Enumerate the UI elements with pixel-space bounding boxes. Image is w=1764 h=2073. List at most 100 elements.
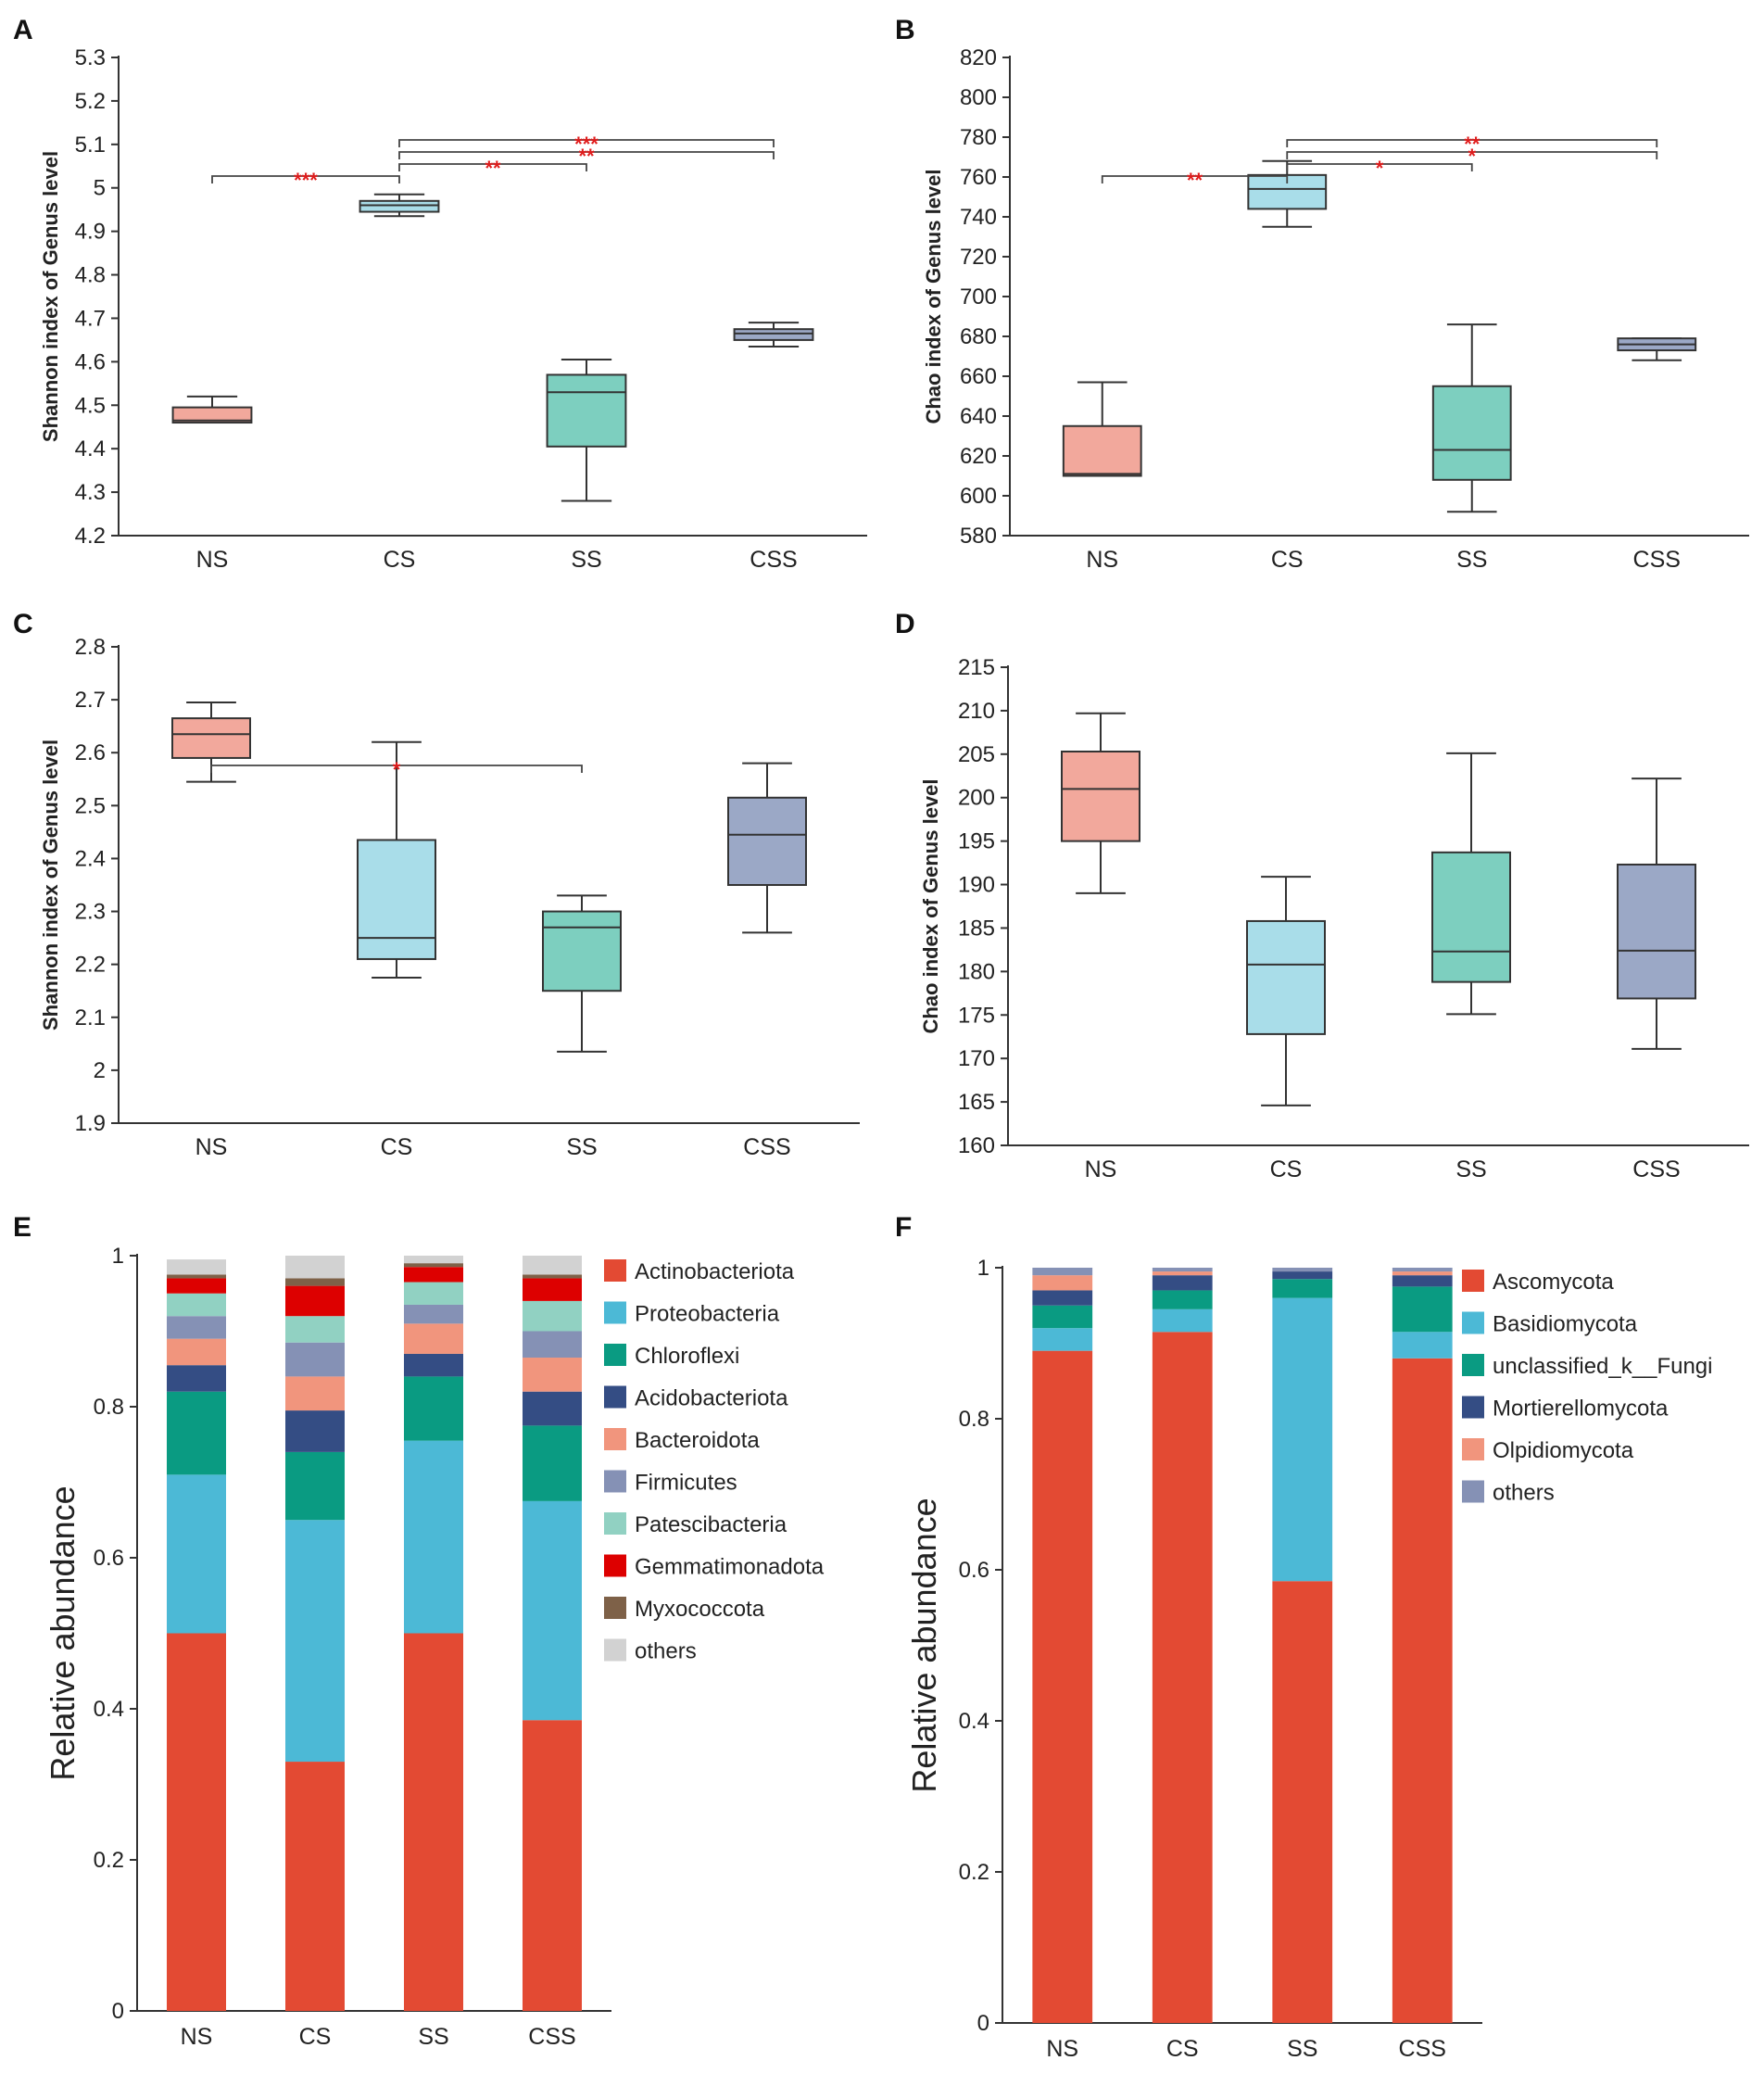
bracket-line [1286,139,1658,147]
panel-a-ytick-label: 4.9 [75,220,106,245]
panel-f-bar-cs-basidiomycota [1152,1308,1213,1333]
panel-b-xtick-label: NS [1086,547,1118,573]
panel-a-sig-bracket: ** [398,157,587,180]
panel-e-bar-cs-acidobacteriota [285,1410,345,1452]
panel-e-bar-ss-acidobacteriota [404,1353,463,1377]
panel-e-bar-cs-chloroflexi [285,1451,345,1521]
panel-b-axes: 580 600 620 640 660 680 700 720 740 760 780 800 820 [960,45,1749,549]
panel-f-bar-cs-ascomycota [1152,1332,1213,2023]
panel-e-bar-ns-myxococcota [167,1274,226,1279]
panel-e-bar-css-firmicutes [523,1331,582,1359]
panel-a-box-css [733,322,814,348]
panel-a-xtick-label: SS [571,547,601,573]
legend-label: Gemmatimonadota [635,1555,825,1580]
panel-f-xtick-label: NS [1046,2036,1078,2062]
box-iqr [546,373,627,448]
panel-f-bar-ns-ascomycota [1032,1350,1093,2023]
legend-label: Proteobacteria [635,1302,780,1327]
panel-f-bar-ss-ascomycota [1272,1581,1333,2023]
panel-f-bar-ns-olpidiomycota [1032,1275,1093,1291]
legend-label: Mortierellomycota [1493,1397,1669,1422]
panel-f-xtick-label: SS [1287,2036,1317,2062]
panel-e-bar-ns-gemmatimonadota [167,1278,226,1294]
panel-f-bar-cs-others [1152,1268,1213,1272]
panel-b-ytick-label: 820 [960,45,997,70]
panel-f-bar-ns-mortierellomycota [1032,1290,1093,1306]
panel-e-bar-ss-others [404,1256,463,1264]
panel-letter-b: B [895,15,915,45]
panel-d-box-css [1617,777,1696,1050]
panel-b-xtick-label: CSS [1633,547,1681,573]
panel-b-sig-bracket: ** [1101,169,1289,192]
panel-e-xtick-label: SS [418,2024,448,2050]
panel-d-boxes [1061,712,1696,1106]
panel-f-ytick-label: 0.2 [959,1860,989,1885]
significance-label: * [1468,145,1476,168]
panel-c-xtick-label: CS [381,1134,413,1160]
box-iqr [1246,919,1326,1035]
panel-a-ytick-label: 4.4 [75,436,106,461]
panel-f-bar-ns-basidiomycota [1032,1328,1093,1351]
legend-label: Patescibacteria [635,1512,788,1537]
panel-d-ytick-label: 215 [958,655,995,680]
panel-f-ytick-label: 0.8 [959,1407,989,1432]
panel-b-ytick-label: 720 [960,245,997,270]
panel-b-box-css [1617,337,1697,361]
panel-f-bar-css-mortierellomycota [1392,1275,1453,1287]
panel-c-box-css [727,762,807,934]
panel-f-bar-ns-others [1032,1268,1093,1276]
legend-label: Olpidiomycota [1493,1438,1634,1463]
bracket-line [398,139,775,147]
panel-f-bar-ss-others [1272,1268,1333,1272]
panel-c-ytick-label: 1.9 [75,1111,106,1136]
panel-a-ytick-label: 4.8 [75,263,106,288]
panel-e-legend: Actinobacteriota Proteobacteria Chloroflex… [604,1259,825,1664]
panel-a-ytick-label: 4.5 [75,393,106,418]
panel-e-bar-cs-proteobacteria [285,1520,345,1763]
panel-e-bar-cs-gemmatimonadota [285,1285,345,1317]
box-iqr [733,328,814,341]
panel-d-ytick-label: 185 [958,916,995,941]
panel-a-xtick-label: NS [196,547,229,573]
panel-f-bar-cs-unclassified-k-fungi [1152,1290,1213,1309]
legend-swatch [604,1385,626,1409]
legend-swatch [604,1512,626,1535]
significance-label: ** [1464,133,1480,156]
legend-label: Ascomycota [1493,1270,1614,1295]
significance-label: ** [485,157,501,180]
legend-swatch [1462,1270,1484,1292]
panel-c-ytick-label: 2.8 [75,635,106,660]
legend-swatch [604,1301,626,1324]
panel-e-bar-css-acidobacteriota [523,1391,582,1426]
panel-c-ytick-label: 2 [94,1058,106,1083]
panel-c-boxes [171,701,807,1053]
legend-label: Chloroflexi [635,1344,739,1369]
panel-a-boxes [171,193,814,502]
legend-swatch [1462,1396,1484,1419]
panel-f-bar-ss-basidiomycota [1272,1297,1333,1582]
panel-a-box-ns [171,395,253,424]
panel-e-bar-ss-chloroflexi [404,1376,463,1441]
significance-label: ** [578,145,595,168]
panel-a-xtick-label: CSS [750,547,797,573]
panel-e-xtick-label: CSS [528,2024,575,2050]
panel-e-xtick-label: CS [299,2024,332,2050]
panel-a-ytick-label: 4.6 [75,349,106,374]
panel-e-bar-ns-others [167,1259,226,1275]
panel-f-ytick-label: 0 [977,2011,989,2036]
legend-swatch [604,1470,626,1493]
legend-swatch [1462,1311,1484,1334]
panel-d-ytick-label: 175 [958,1003,995,1028]
panel-e-bars [167,1256,582,2011]
panel-f-bar-cs-olpidiomycota [1152,1271,1213,1276]
panel-d-box-cs [1246,876,1326,1106]
panel-d-ytick-label: 165 [958,1090,995,1115]
panel-f-legend: Ascomycota Basidiomycota unclassified_k__F… [1462,1270,1712,1506]
panel-e-ytick-label: 0.4 [94,1697,124,1722]
panel-letter-c: C [13,609,33,639]
legend-label: others [635,1639,697,1664]
panel-e-ytick-label: 0.6 [94,1546,124,1571]
legend-label: Acidobacteriota [635,1386,788,1411]
panel-e-bar-ns-patescibacteria [167,1293,226,1317]
